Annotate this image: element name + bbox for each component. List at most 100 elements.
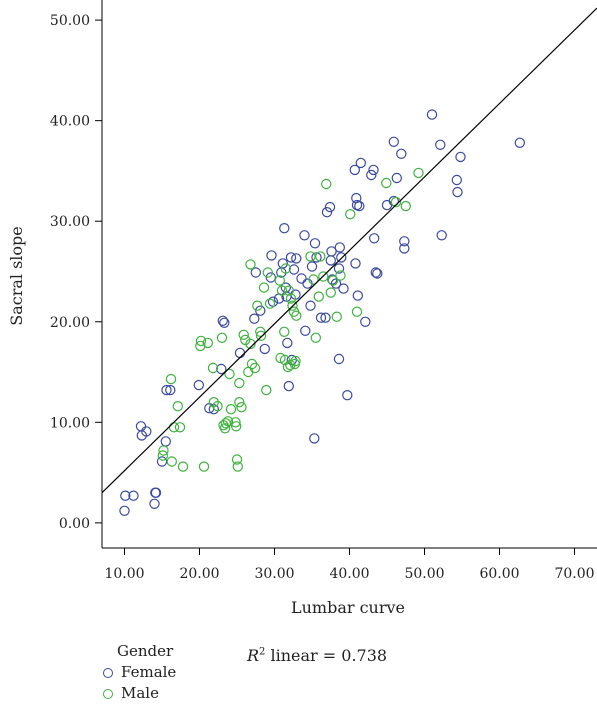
point-female <box>337 253 346 262</box>
x-axis-title: Lumbar curve <box>291 598 405 617</box>
y-tick-label: 20.00 <box>50 315 90 331</box>
point-female <box>150 499 159 508</box>
point-male <box>265 299 274 308</box>
point-male <box>178 462 187 471</box>
point-female <box>361 317 370 326</box>
points-layer <box>120 110 525 515</box>
point-female <box>194 381 203 390</box>
y-tick-label: 30.00 <box>50 214 90 230</box>
point-female <box>151 488 160 497</box>
point-female <box>356 158 365 167</box>
point-female <box>283 338 292 347</box>
point-male <box>326 288 335 297</box>
y-tick-label: 50.00 <box>50 13 90 29</box>
y-axis-title: Sacral slope <box>7 226 26 326</box>
point-male <box>175 423 184 432</box>
point-female <box>306 301 315 310</box>
point-female <box>326 256 335 265</box>
point-female <box>301 326 310 335</box>
point-male <box>332 312 341 321</box>
x-tick-label: 70.00 <box>554 566 594 582</box>
x-tick-label: 60.00 <box>479 566 519 582</box>
point-male <box>401 202 410 211</box>
point-male <box>235 379 244 388</box>
x-tick-label: 10.00 <box>104 566 144 582</box>
point-female <box>284 382 293 391</box>
point-female <box>436 140 445 149</box>
legend-label-male: Male <box>121 683 159 704</box>
point-female <box>389 137 398 146</box>
point-male <box>226 405 235 414</box>
legend: Gender Female Male <box>103 641 176 704</box>
point-female <box>369 165 378 174</box>
r-squared-annotation: R2 linear = 0.738 <box>247 646 387 665</box>
point-female <box>120 506 129 515</box>
point-female <box>397 149 406 158</box>
legend-title: Gender <box>117 641 176 662</box>
point-male <box>314 292 323 301</box>
point-female <box>453 188 462 197</box>
point-male <box>262 386 271 395</box>
point-female <box>235 348 244 357</box>
point-male <box>311 333 320 342</box>
point-female <box>334 354 343 363</box>
point-male <box>167 457 176 466</box>
point-female <box>335 243 344 252</box>
legend-marker-female-icon <box>103 668 113 678</box>
point-female <box>267 251 276 260</box>
x-tick-label: 40.00 <box>329 566 369 582</box>
point-female <box>307 262 316 271</box>
legend-item-male: Male <box>103 683 176 704</box>
point-female <box>353 291 362 300</box>
point-female <box>515 138 524 147</box>
point-male <box>217 333 226 342</box>
point-female <box>382 201 391 210</box>
legend-item-female: Female <box>103 662 176 683</box>
point-male <box>199 462 208 471</box>
point-female <box>427 110 436 119</box>
point-male <box>382 178 391 187</box>
point-female <box>343 391 352 400</box>
point-male <box>233 462 242 471</box>
point-male <box>306 252 315 261</box>
point-female <box>452 175 461 184</box>
point-female <box>456 152 465 161</box>
point-female <box>370 234 379 243</box>
point-female <box>310 434 319 443</box>
x-tick-label: 50.00 <box>404 566 444 582</box>
linear-fit-line <box>102 8 597 493</box>
point-male <box>346 210 355 219</box>
point-male <box>414 168 423 177</box>
legend-label-female: Female <box>121 662 176 683</box>
axes-layer: 10.00 20.00 30.00 40.00 50.00 60.00 70.00 0.00 1… <box>50 0 597 582</box>
point-female <box>136 422 145 431</box>
point-female <box>250 314 259 323</box>
point-female <box>260 344 269 353</box>
point-male <box>246 260 255 269</box>
point-male <box>352 307 361 316</box>
point-female <box>292 254 301 263</box>
r-squared-text: linear = 0.738 <box>265 646 387 665</box>
point-female <box>437 231 446 240</box>
y-tick-label: 40.00 <box>50 114 90 130</box>
point-female <box>300 231 309 240</box>
point-female <box>161 437 170 446</box>
point-female <box>310 239 319 248</box>
point-female <box>339 284 348 293</box>
point-male <box>173 402 182 411</box>
point-female <box>297 274 306 283</box>
point-male <box>322 179 331 188</box>
point-female <box>351 259 360 268</box>
point-male <box>280 327 289 336</box>
y-tick-label: 0.00 <box>59 516 90 532</box>
x-tick-label: 20.00 <box>179 566 219 582</box>
point-female <box>367 170 376 179</box>
legend-marker-male-icon <box>103 689 113 699</box>
r-symbol: R <box>247 646 259 665</box>
point-female <box>400 244 409 253</box>
scatter-chart: 10.00 20.00 30.00 40.00 50.00 60.00 70.00 0.00 1… <box>0 0 597 640</box>
point-male <box>259 283 268 292</box>
point-female <box>280 224 289 233</box>
point-male <box>166 375 175 384</box>
point-female <box>251 268 260 277</box>
